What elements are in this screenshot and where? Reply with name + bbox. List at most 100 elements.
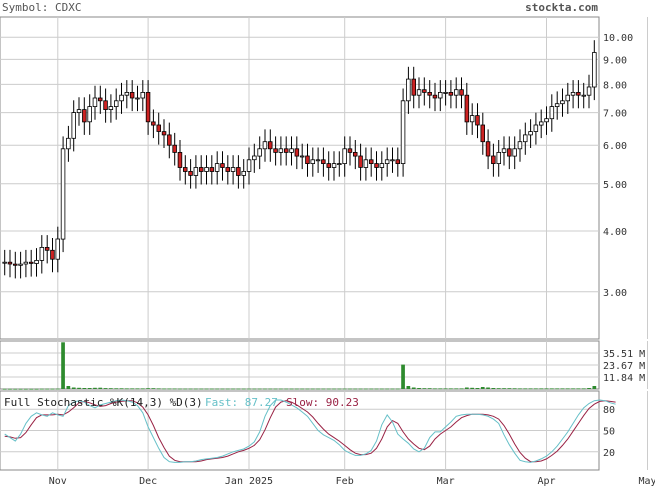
volume-bar — [348, 388, 352, 390]
volume-bar — [24, 388, 28, 390]
volume-bar — [273, 388, 278, 390]
candle-body — [145, 92, 151, 123]
volume-bar — [167, 388, 172, 390]
volume-y-axis: 35.51 M23.67 M11.84 M — [603, 349, 645, 384]
candle-body — [172, 144, 177, 153]
volume-bar — [231, 388, 235, 390]
stochastic-y-tick-label: 50 — [603, 427, 615, 438]
x-tick-label: Nov — [49, 476, 67, 486]
volume-bar — [61, 342, 65, 389]
price-y-tick-label: 8.00 — [603, 80, 627, 91]
candle-body — [464, 94, 470, 123]
candle-body — [34, 259, 39, 264]
volume-bar — [502, 388, 506, 389]
volume-bar — [544, 388, 549, 390]
volume-grid — [0, 341, 648, 389]
price-y-tick-label: 7.00 — [603, 109, 627, 120]
candle-body — [82, 109, 87, 123]
volume-bar — [571, 388, 575, 390]
candle-body — [554, 103, 560, 107]
candle-body — [352, 151, 358, 157]
volume-bar — [225, 388, 230, 390]
volume-bar — [433, 388, 437, 390]
volume-bar — [576, 388, 581, 390]
candle-body — [533, 124, 539, 132]
volume-bar — [109, 388, 113, 389]
volume-bar — [34, 388, 39, 390]
candle-body — [581, 94, 587, 97]
candle-body — [12, 263, 18, 266]
volume-bar — [300, 388, 304, 390]
volume-bar — [310, 388, 315, 390]
volume-bar — [82, 388, 87, 389]
candle-body — [66, 137, 71, 150]
candle-body — [225, 167, 230, 172]
price-y-tick-label: 9.00 — [603, 55, 627, 66]
volume-bar — [29, 388, 34, 390]
candle-body — [156, 124, 161, 132]
candle-body — [512, 148, 517, 157]
volume-bar — [480, 387, 485, 389]
x-tick-label: Jan 2025 — [225, 476, 273, 486]
volume-bar — [183, 388, 188, 390]
candle-body — [283, 148, 289, 153]
volume-bar — [475, 388, 480, 389]
candle-body — [507, 148, 512, 157]
candle-body — [55, 238, 61, 260]
price-y-axis: 3.00 4.00 5.00 6.00 7.00 8.00 9.00 10.00 — [603, 33, 633, 299]
volume-bar — [422, 388, 427, 389]
candle-body — [469, 115, 475, 123]
candle-body — [337, 163, 342, 166]
volume-bar — [289, 388, 294, 390]
candle-body — [485, 141, 491, 157]
candle-body — [406, 78, 411, 102]
volume-bar — [369, 388, 374, 390]
candle-body — [453, 89, 459, 96]
volume-bar — [295, 388, 299, 390]
candle-body — [114, 100, 119, 108]
volume-bar — [8, 388, 12, 390]
volume-bar — [125, 388, 129, 390]
volume-bar — [486, 387, 490, 389]
candle-body — [400, 100, 406, 165]
candle-body — [129, 92, 135, 99]
volume-bar — [130, 388, 134, 390]
candle-body — [528, 131, 533, 136]
price-y-tick-label: 6.00 — [603, 141, 627, 152]
x-tick-label: Apr — [537, 476, 555, 486]
candle-body — [2, 261, 7, 264]
volume-bar — [449, 388, 453, 390]
volume-bar — [220, 388, 225, 390]
stochastic-fast-line — [4, 399, 616, 463]
candle-body — [576, 92, 581, 96]
volume-bar — [587, 388, 591, 389]
volume-bar — [284, 388, 289, 390]
candle-body — [204, 167, 209, 172]
volume-bar — [2, 388, 7, 390]
candle-body — [182, 167, 188, 172]
candle-body — [246, 159, 252, 172]
x-tick-label: May — [638, 476, 655, 486]
volume-bar — [210, 388, 214, 390]
candle-body — [321, 159, 326, 165]
candle-body — [549, 106, 555, 120]
price-candles — [2, 40, 597, 279]
stochastic-fast-label: Fast: 87.27 — [205, 396, 278, 409]
stochastic-title: Full Stochastic %K(14,3) %D(3) — [4, 396, 203, 409]
volume-bar — [438, 388, 443, 390]
candle-body — [416, 89, 422, 96]
volume-bar — [241, 388, 246, 390]
volume-bar — [140, 388, 145, 390]
candle-body — [480, 124, 485, 143]
volume-bar — [539, 388, 544, 390]
volume-bar — [528, 388, 533, 390]
volume-bar — [151, 388, 156, 389]
candle-body — [475, 115, 480, 126]
volume-bar — [534, 388, 538, 390]
volume-bar — [465, 387, 469, 389]
candle-body — [167, 134, 172, 146]
candle-body — [267, 141, 273, 150]
stochastic-y-tick-label: 20 — [603, 448, 615, 459]
candle-body — [18, 263, 23, 266]
